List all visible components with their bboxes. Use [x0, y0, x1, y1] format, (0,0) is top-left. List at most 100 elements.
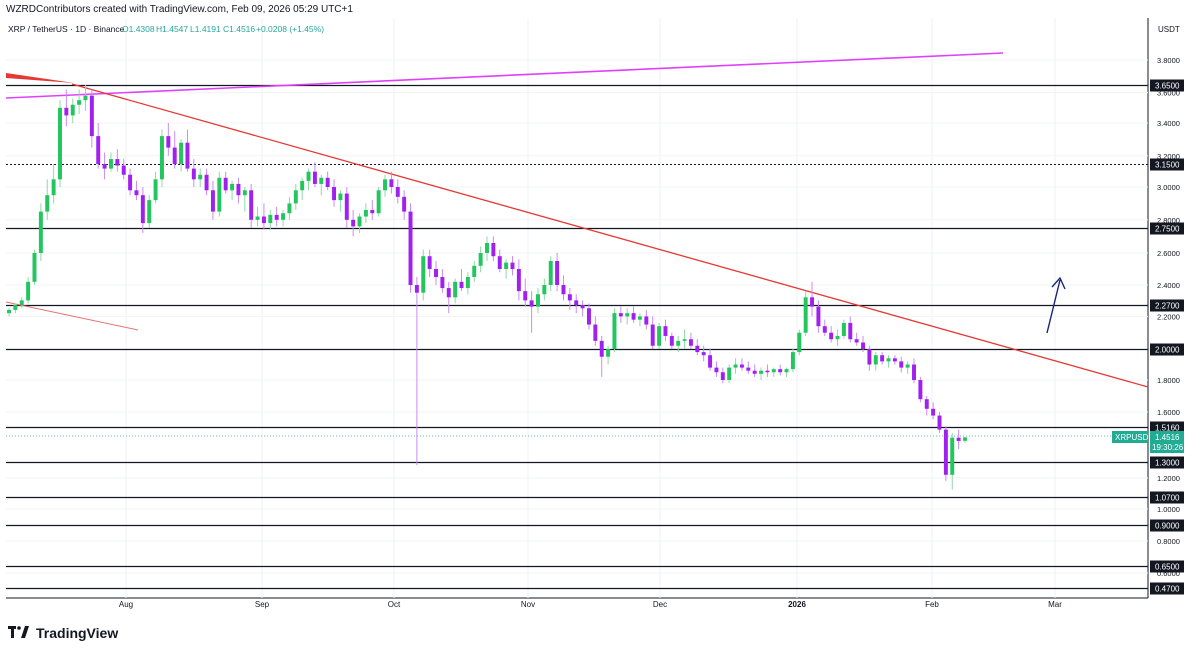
candle-body	[523, 291, 528, 301]
candle-body	[395, 187, 400, 197]
candle-body	[644, 316, 649, 325]
candle-body	[472, 265, 477, 277]
level-label: 0.4700	[1155, 585, 1180, 594]
time-tick-label: Mar	[1048, 600, 1062, 609]
candle-body	[434, 269, 438, 277]
price-tick-label: 0.6000	[1157, 569, 1180, 578]
candle-body	[389, 179, 394, 187]
candle-body	[937, 415, 942, 430]
candle-body	[485, 243, 489, 253]
candle-body	[179, 142, 184, 164]
level-label-bg	[1150, 560, 1184, 573]
candle-body	[810, 297, 815, 307]
candle-body	[421, 256, 426, 293]
candle-body	[115, 159, 120, 166]
level-label-bg	[1150, 582, 1184, 595]
candle-body	[77, 100, 82, 105]
candle-body	[899, 361, 904, 368]
trend-lines	[5, 52, 1149, 388]
candle-body	[70, 104, 75, 116]
blue-up-arrow	[1046, 276, 1066, 334]
candle-body	[561, 285, 566, 295]
candle-body	[198, 174, 203, 180]
candle-body	[363, 209, 368, 217]
candle-body	[631, 313, 636, 320]
currency-label: USDT	[1158, 25, 1180, 34]
tradingview-logo-text: TradingView	[36, 625, 119, 641]
candle-body	[338, 193, 343, 201]
candle-body	[695, 345, 700, 353]
level-label-bg	[1150, 222, 1184, 235]
candle-body	[669, 335, 674, 346]
bar-countdown-label: 19:30:26	[1152, 443, 1184, 452]
candle-body	[886, 358, 891, 362]
candle-body	[880, 355, 885, 362]
candle-body	[376, 190, 381, 214]
candle-body	[701, 352, 706, 356]
price-tick-label: 3.4000	[1157, 119, 1180, 128]
level-label-bg	[1150, 158, 1184, 171]
candle-body	[427, 256, 432, 269]
candle-body	[108, 159, 113, 169]
candle-body	[357, 216, 362, 227]
candle-body	[708, 355, 713, 368]
level-lines	[6, 84, 1148, 590]
candle-body	[586, 308, 591, 325]
candle-body	[529, 300, 534, 307]
price-tick-label: 1.8000	[1157, 376, 1180, 385]
ticker-label: XRPUSDT	[1115, 433, 1153, 442]
candle-body	[383, 179, 388, 191]
candle-body	[140, 195, 145, 224]
candle-body	[51, 179, 56, 196]
candle-body	[504, 262, 509, 269]
candle-body	[134, 190, 139, 196]
candle-body	[172, 147, 177, 164]
ohlc-open: O1.4308	[122, 24, 155, 34]
candle-body	[332, 187, 337, 201]
candle-body	[829, 332, 834, 340]
ohlc-low: L1.4191	[190, 24, 221, 34]
candle-body	[465, 277, 470, 289]
candle-body	[230, 183, 235, 191]
candle-body	[351, 219, 356, 227]
candle-body	[510, 262, 515, 269]
candle-body	[657, 326, 662, 346]
level-label: 2.2700	[1155, 302, 1180, 311]
candle-body	[300, 180, 305, 191]
candle-body	[459, 281, 464, 289]
red-short-trendline	[5, 301, 139, 331]
grid-layer	[6, 18, 1148, 598]
price-tick-label: 1.6000	[1157, 408, 1180, 417]
candle-body	[924, 399, 929, 409]
candle-body	[618, 313, 623, 317]
candle-body	[128, 174, 133, 191]
candle-body	[453, 281, 458, 298]
candle-body	[752, 370, 757, 374]
candle-body	[650, 324, 655, 346]
candle-body	[287, 203, 292, 214]
candle-body	[261, 216, 266, 224]
price-tick-label: 2.2000	[1157, 312, 1180, 321]
candle-body	[848, 322, 853, 340]
current-price-label: 1.4516	[1155, 433, 1180, 442]
time-tick-label: 2026	[788, 600, 806, 609]
level-label: 3.1500	[1155, 161, 1180, 170]
candle-body	[918, 380, 923, 400]
candle-body	[790, 352, 795, 370]
candle-body	[19, 300, 24, 305]
candle-body	[612, 313, 617, 349]
level-label: 3.6500	[1155, 82, 1180, 91]
candles	[7, 85, 967, 490]
candle-body	[26, 281, 31, 301]
chart-caption: WZRDContributors created with TradingVie…	[6, 4, 353, 15]
candle-body	[414, 285, 419, 293]
level-label-bg	[1150, 519, 1184, 532]
time-tick-label: Aug	[119, 600, 133, 609]
level-label-bg	[1150, 79, 1184, 92]
price-tick-label: 3.8000	[1157, 56, 1180, 65]
candle-body	[402, 196, 407, 212]
candle-body	[185, 142, 190, 169]
level-label: 1.5160	[1155, 424, 1180, 433]
